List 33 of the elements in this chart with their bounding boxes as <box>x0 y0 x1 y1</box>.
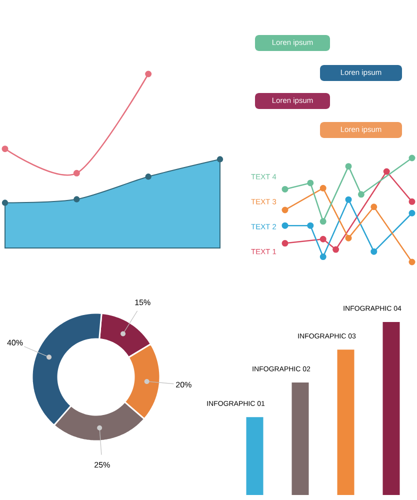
point <box>408 154 416 162</box>
data-label: 20% <box>176 382 192 388</box>
point <box>320 184 326 192</box>
point <box>345 234 352 242</box>
point <box>145 70 152 78</box>
point <box>370 248 378 255</box>
point <box>320 236 326 242</box>
point <box>345 196 352 203</box>
point <box>358 191 364 198</box>
data-label: 25% <box>94 462 110 468</box>
point <box>408 198 416 205</box>
bar <box>292 382 309 495</box>
bar <box>337 350 354 495</box>
point <box>345 163 352 170</box>
point <box>370 204 378 210</box>
point <box>320 254 326 260</box>
point <box>73 170 80 176</box>
point <box>307 180 314 186</box>
point <box>408 258 416 266</box>
point <box>282 206 288 214</box>
point <box>332 246 340 253</box>
data-label: 15% <box>135 300 150 306</box>
point <box>320 218 326 225</box>
bar <box>246 417 264 495</box>
point <box>282 222 288 229</box>
point <box>2 146 8 152</box>
point <box>282 186 288 192</box>
point <box>282 240 288 247</box>
point <box>408 210 416 216</box>
bar <box>382 322 400 495</box>
point <box>307 222 314 229</box>
point <box>383 168 390 175</box>
data-label: 40% <box>7 340 23 346</box>
